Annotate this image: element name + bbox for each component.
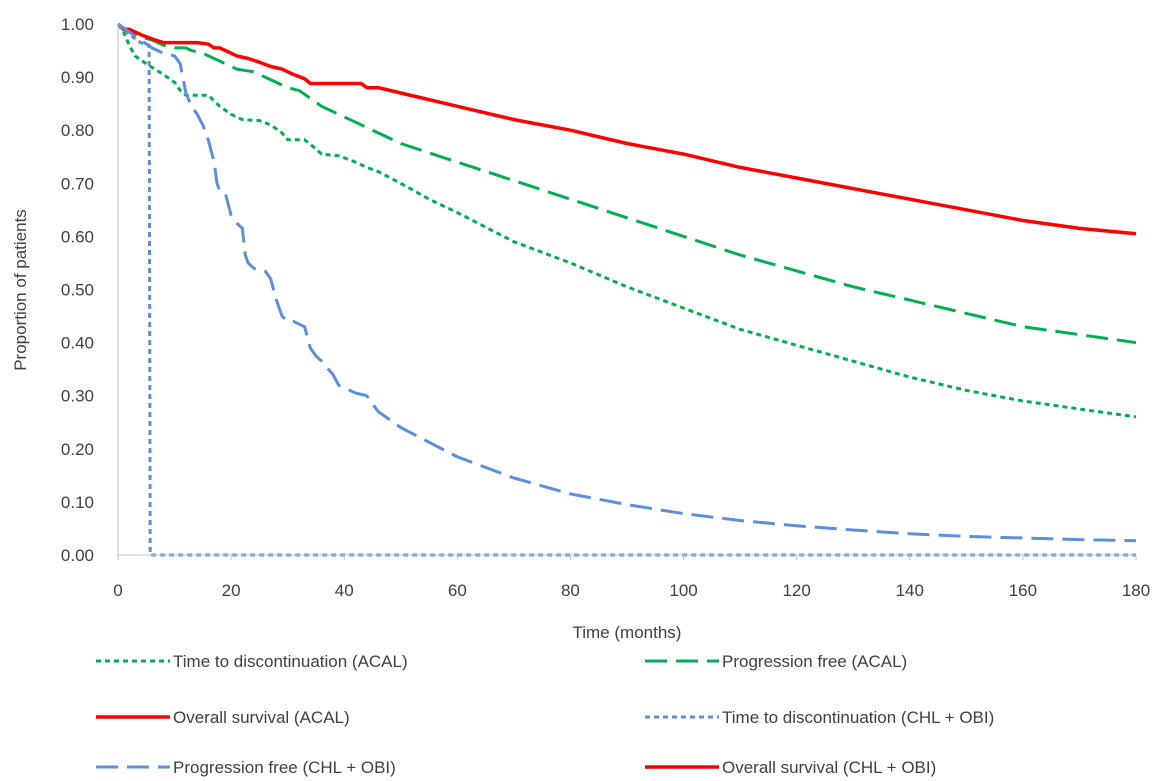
plot-area xyxy=(116,22,1137,557)
series-line-1 xyxy=(116,23,1137,419)
x-tick-label: 120 xyxy=(782,581,810,600)
x-tick-label: 40 xyxy=(335,581,354,600)
y-tick-label: 0.20 xyxy=(61,440,94,459)
series-line-4 xyxy=(116,22,1136,557)
y-tick-label: 0.30 xyxy=(61,387,94,406)
series-line-3 xyxy=(116,22,1137,236)
legend-item: Time to discontinuation (CHL + OBI) xyxy=(645,708,994,727)
legend-item: Overall survival (ACAL) xyxy=(96,708,350,727)
x-axis-title: Time (months) xyxy=(573,623,682,642)
x-tick-label: 80 xyxy=(561,581,580,600)
y-axis-title: Proportion of patients xyxy=(11,209,30,371)
legend-label: Overall survival (CHL + OBI) xyxy=(722,758,936,777)
y-tick-label: 0.00 xyxy=(61,546,94,565)
y-tick-label: 0.80 xyxy=(61,121,94,140)
legend-label: Overall survival (ACAL) xyxy=(173,708,350,727)
y-tick-label: 0.70 xyxy=(61,174,94,193)
x-tick-label: 100 xyxy=(669,581,697,600)
x-tick-label: 140 xyxy=(896,581,924,600)
y-tick-label: 0.90 xyxy=(61,68,94,87)
x-axis-ticks: 0 20 40 60 80 100 120 140 160 180 xyxy=(113,555,1150,600)
x-tick-label: 60 xyxy=(448,581,467,600)
series-line-2 xyxy=(117,22,1137,345)
y-tick-label: 0.60 xyxy=(61,227,94,246)
legend-label: Progression free (ACAL) xyxy=(722,652,907,671)
legend-label: Time to discontinuation (CHL + OBI) xyxy=(722,708,994,727)
legend-item: Progression free (ACAL) xyxy=(645,652,907,671)
legend-item: Progression free (CHL + OBI) xyxy=(96,758,396,777)
x-tick-label: 0 xyxy=(113,581,122,600)
x-tick-label: 20 xyxy=(222,581,241,600)
x-tick-label: 160 xyxy=(1009,581,1037,600)
y-tick-label: 1.00 xyxy=(61,15,94,34)
y-tick-label: 0.50 xyxy=(61,281,94,300)
axes xyxy=(117,24,1136,556)
y-tick-label: 0.40 xyxy=(61,334,94,353)
y-axis-ticks: 0.00 0.10 0.20 0.30 0.40 0.50 0.60 0.70 0.80 0.90… xyxy=(61,15,94,565)
legend-item: Time to discontinuation (ACAL) xyxy=(96,652,408,671)
series-line-5 xyxy=(117,22,1137,543)
legend-item: Overall survival (CHL + OBI) xyxy=(645,758,936,777)
legend-label: Time to discontinuation (ACAL) xyxy=(173,652,408,671)
x-tick-label: 180 xyxy=(1122,581,1150,600)
legend: Time to discontinuation (ACAL) Progressio… xyxy=(96,652,994,777)
legend-label: Progression free (CHL + OBI) xyxy=(173,758,396,777)
y-tick-label: 0.10 xyxy=(61,493,94,512)
